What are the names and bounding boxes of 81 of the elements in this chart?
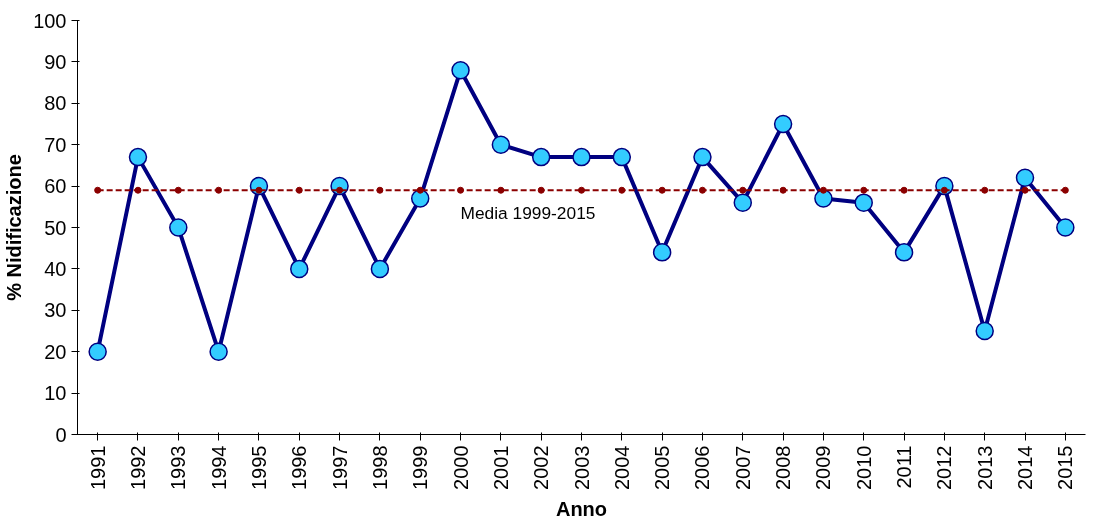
y-tick-label: 10 (44, 382, 67, 405)
point (1021, 186, 1029, 194)
point (376, 186, 384, 194)
x-tick-label: 2004 (610, 445, 633, 490)
x-tick-label: 2014 (1014, 445, 1037, 490)
point (174, 186, 182, 194)
point (88, 342, 107, 361)
point (1056, 218, 1075, 237)
series-label: Media 1999-2015 (460, 202, 596, 223)
y-tick-label: 90 (44, 50, 67, 73)
point (457, 186, 465, 194)
point (1015, 168, 1035, 188)
point (698, 186, 706, 194)
x-tick-label: 1998 (368, 445, 391, 490)
x-tick-label: 1991 (86, 445, 109, 490)
point (819, 186, 827, 194)
point (497, 186, 505, 194)
x-tick-label: 2007 (731, 445, 754, 490)
x-tick-label: 2010 (852, 445, 875, 490)
point (652, 243, 672, 262)
point (612, 147, 632, 167)
x-tick-label: 2012 (933, 445, 956, 490)
point (900, 186, 908, 194)
point (1061, 186, 1069, 194)
point (134, 186, 142, 194)
point (451, 60, 470, 80)
point (854, 193, 873, 212)
x-tick-label: 2003 (570, 445, 593, 490)
point (169, 218, 188, 237)
point (572, 147, 591, 167)
point (215, 186, 223, 194)
x-tick-label: 2008 (772, 445, 795, 490)
point (733, 193, 753, 212)
y-tick-label: 50 (44, 216, 67, 239)
point (128, 147, 148, 167)
x-tick-label: 1996 (288, 445, 311, 490)
x-tick-label: 2006 (691, 445, 714, 490)
x-tick-label: 2015 (1054, 445, 1077, 490)
y-axis-title: % Nidificazione (3, 154, 26, 301)
point (975, 321, 994, 341)
y-tick-label: 80 (44, 92, 67, 115)
x-tick-label: 1992 (126, 445, 149, 490)
point (295, 186, 303, 194)
x-axis-title: Anno (555, 497, 608, 520)
point (416, 186, 424, 194)
y-tick-label: 30 (44, 299, 67, 322)
x-tick-label: 2009 (812, 445, 835, 490)
x-tick-label: 1995 (247, 445, 270, 490)
point (773, 114, 793, 134)
x-tick-label: 1997 (328, 445, 351, 490)
point (537, 186, 545, 194)
point (739, 186, 747, 194)
x-tick-label: 2013 (973, 445, 996, 490)
point (491, 135, 511, 154)
x-tick-label: 2000 (449, 445, 472, 490)
point (94, 186, 102, 194)
x-tick-label: 2011 (893, 445, 916, 489)
x-tick-label: 2001 (489, 445, 512, 490)
point (531, 147, 551, 167)
point (981, 186, 989, 194)
point (693, 147, 712, 167)
point (618, 186, 626, 194)
point (860, 186, 868, 194)
x-tick-label: 1999 (409, 445, 432, 490)
x-tick-label: 1993 (167, 445, 190, 490)
point (370, 259, 390, 279)
x-tick-label: 1994 (207, 445, 230, 490)
point (578, 186, 585, 194)
y-tick-label: 20 (44, 340, 67, 363)
y-tick-label: 100 (33, 9, 67, 32)
point (209, 342, 228, 361)
y-tick-label: 0 (55, 423, 67, 446)
y-tick-label: 70 (44, 133, 67, 156)
y-tick-label: 40 (44, 257, 67, 280)
point (290, 259, 309, 279)
point (779, 186, 787, 194)
point (894, 243, 914, 262)
x-tick-label: 2002 (530, 445, 553, 490)
point (658, 186, 666, 194)
y-tick-label: 60 (44, 175, 67, 198)
x-tick-label: 2005 (651, 445, 674, 490)
